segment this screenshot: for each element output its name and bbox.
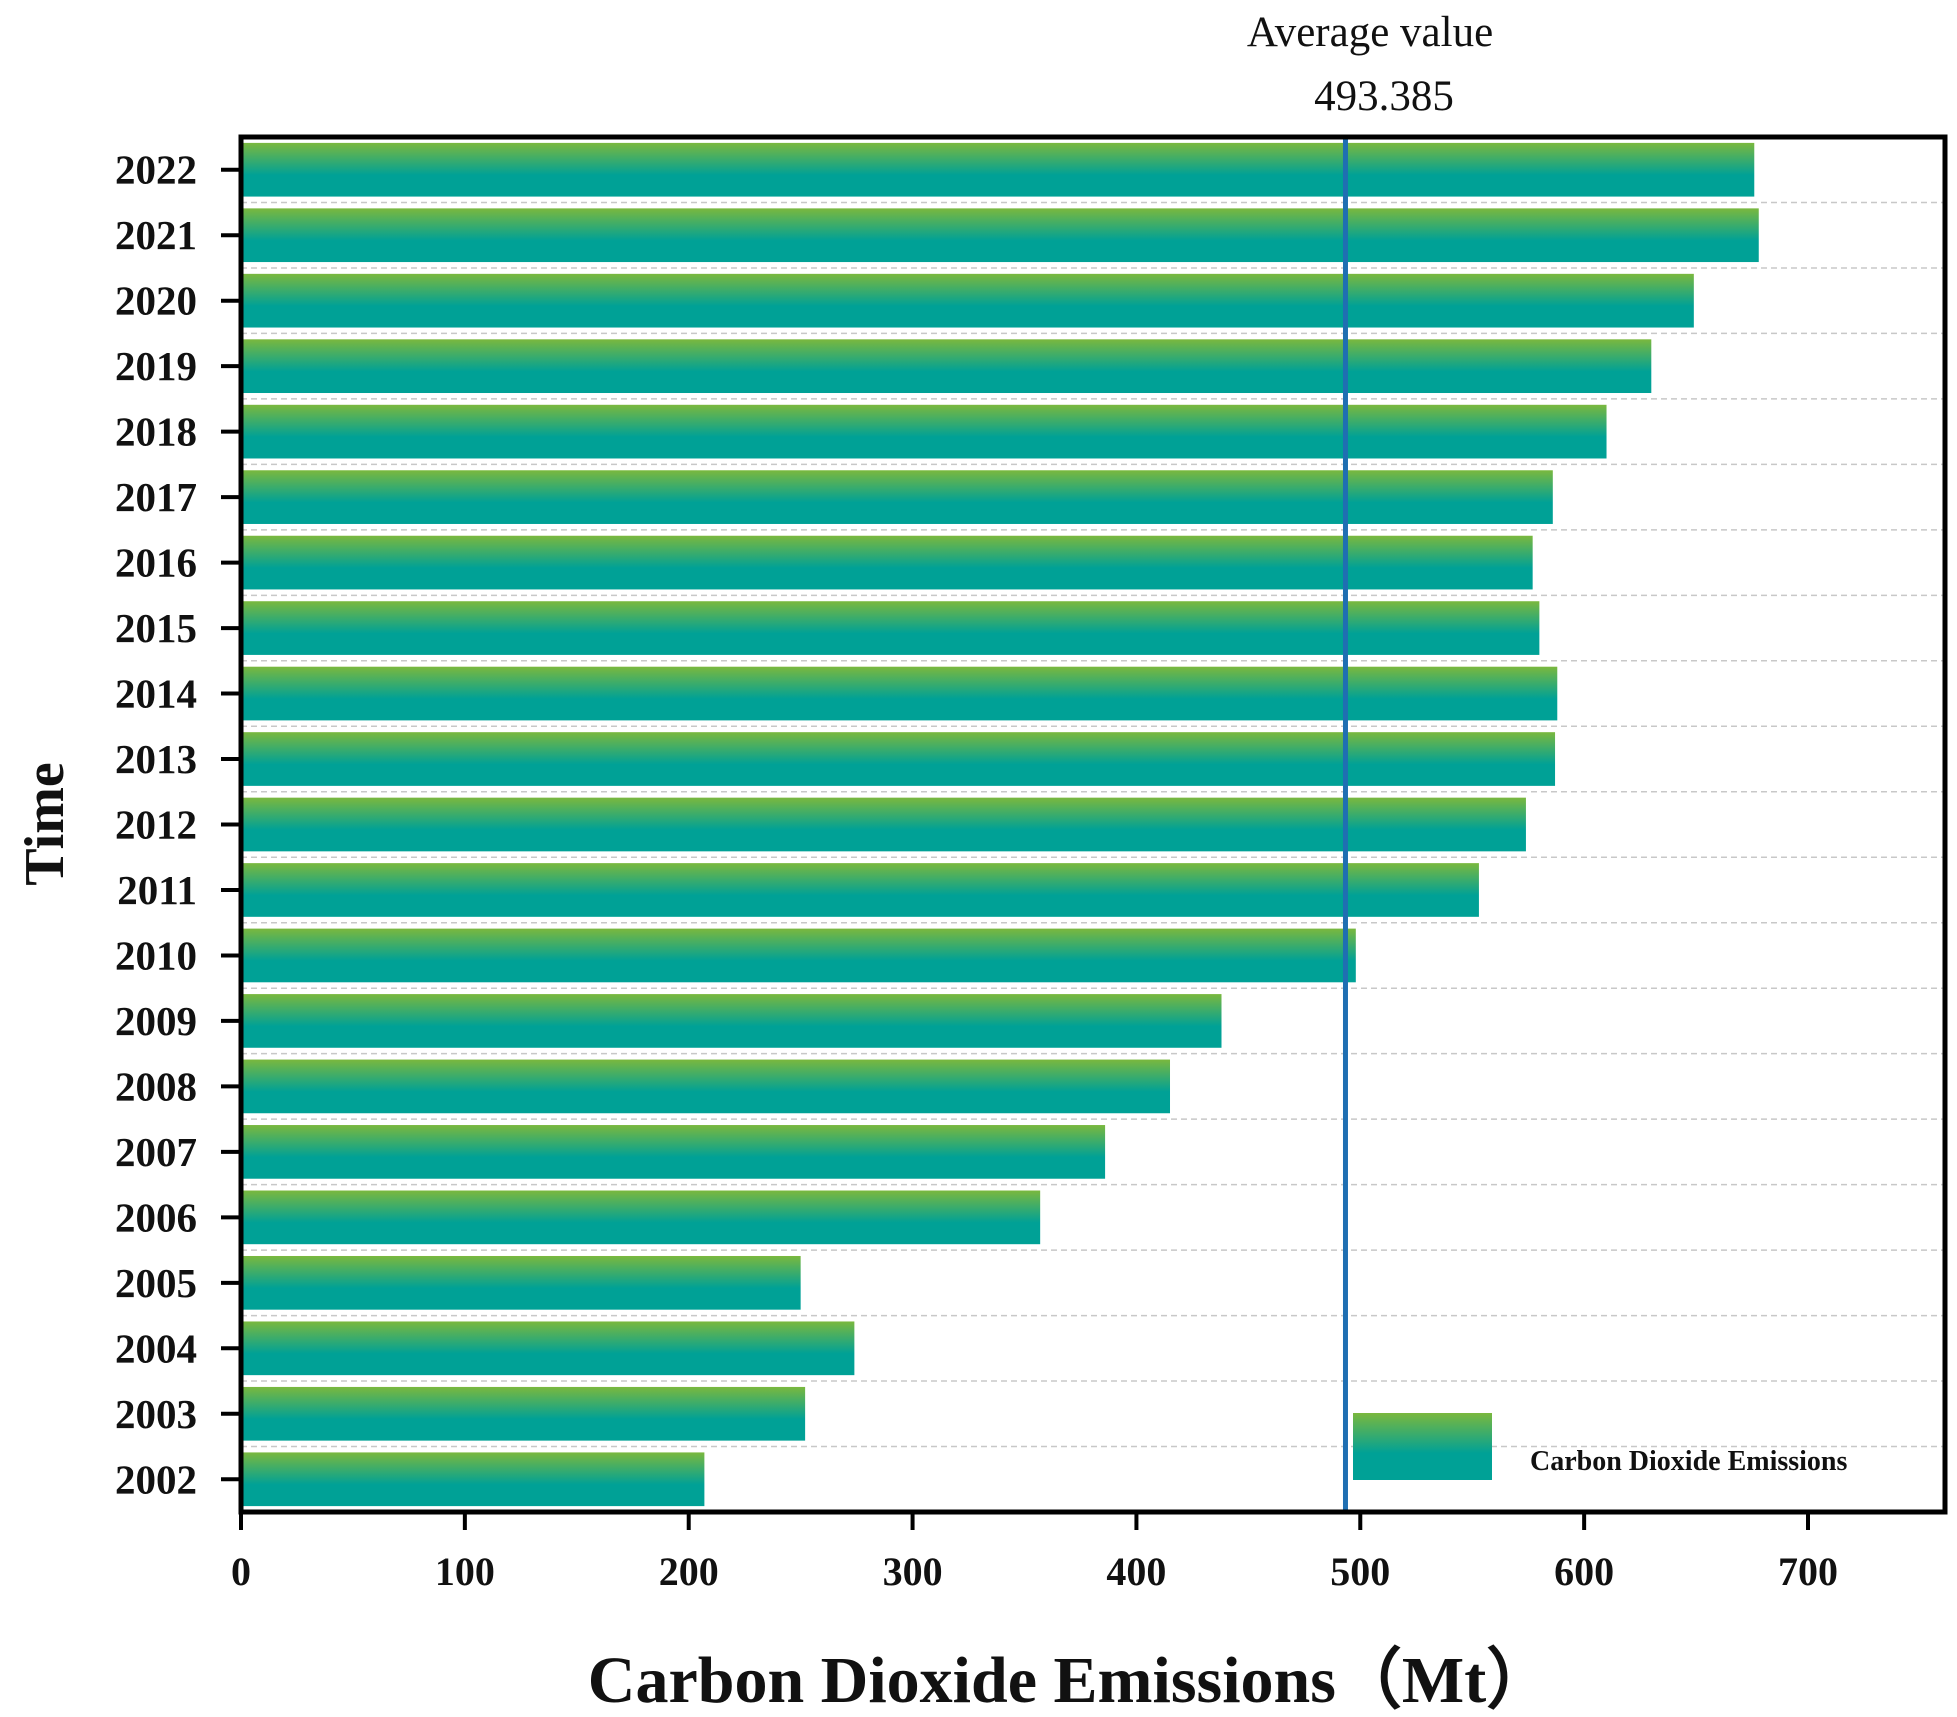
y-tick-label: 2005 [115, 1260, 197, 1306]
y-tick-label: 2021 [115, 212, 197, 258]
x-axis-title: Carbon Dioxide Emissions（Mt） [588, 1643, 1552, 1717]
y-tick-label: 2006 [115, 1194, 197, 1240]
y-tick-label: 2022 [115, 147, 197, 193]
bar-2004 [241, 1321, 855, 1376]
x-axis-ticks: 0 100 200 300 400 500 600 700 [231, 1512, 1838, 1594]
bar-2009 [241, 994, 1222, 1048]
bar-2020 [241, 273, 1694, 328]
x-tick-label: 200 [659, 1549, 719, 1594]
average-label: Average value [1247, 9, 1493, 56]
y-tick-label: 2020 [115, 278, 197, 324]
bar-2007 [241, 1125, 1106, 1179]
bar-2011 [241, 863, 1479, 917]
y-tick-label: 2007 [115, 1129, 197, 1175]
x-tick-label: 300 [883, 1549, 943, 1594]
average-value-label: 493.385 [1314, 73, 1454, 120]
bar-2017 [241, 470, 1553, 524]
bar-2005 [241, 1255, 801, 1310]
y-tick-label: 2019 [115, 343, 197, 389]
bar-2022 [241, 142, 1755, 197]
y-tick-label: 2015 [115, 605, 197, 651]
x-tick-label: 600 [1554, 1549, 1614, 1594]
bar-2019 [241, 339, 1652, 394]
y-tick-label: 2016 [115, 540, 197, 586]
bar-2016 [241, 535, 1533, 590]
bars [241, 142, 1759, 1507]
y-tick-label: 2009 [115, 998, 197, 1044]
y-axis-title: Time [14, 762, 76, 885]
y-tick-label: 2008 [115, 1063, 197, 1109]
x-tick-label: 0 [231, 1549, 251, 1594]
y-tick-label: 2018 [115, 409, 197, 455]
y-tick-label: 2002 [115, 1456, 197, 1502]
legend-label: Carbon Dioxide Emissions [1530, 1446, 1847, 1477]
legend-swatch [1353, 1413, 1492, 1480]
y-tick-label: 2013 [115, 736, 197, 782]
x-tick-label: 500 [1330, 1549, 1390, 1594]
bar-2012 [241, 797, 1526, 852]
bar-2013 [241, 732, 1556, 786]
grid-lines [241, 201, 1945, 1448]
y-tick-label: 2012 [115, 802, 197, 848]
x-tick-label: 700 [1778, 1549, 1838, 1594]
bar-2018 [241, 404, 1607, 459]
y-tick-label: 2011 [117, 867, 197, 913]
y-tick-label: 2003 [115, 1391, 197, 1437]
bar-2010 [241, 928, 1356, 983]
y-tick-label: 2017 [115, 474, 197, 520]
y-tick-label: 2010 [115, 932, 197, 978]
bar-2021 [241, 208, 1759, 263]
bar-2003 [241, 1386, 806, 1441]
bar-2006 [241, 1190, 1041, 1245]
y-tick-label: 2004 [115, 1325, 197, 1371]
bar-2008 [241, 1059, 1171, 1114]
x-tick-label: 100 [435, 1549, 495, 1594]
y-axis-ticks: 2022 2021 2020 2019 2018 2017 2016 2015 2014 2013… [115, 147, 241, 1502]
bar-2015 [241, 601, 1540, 655]
y-tick-label: 2014 [115, 671, 197, 717]
legend: Carbon Dioxide Emissions [1353, 1413, 1847, 1480]
bar-2014 [241, 666, 1558, 721]
x-tick-label: 400 [1106, 1549, 1166, 1594]
bar-2002 [241, 1452, 705, 1507]
